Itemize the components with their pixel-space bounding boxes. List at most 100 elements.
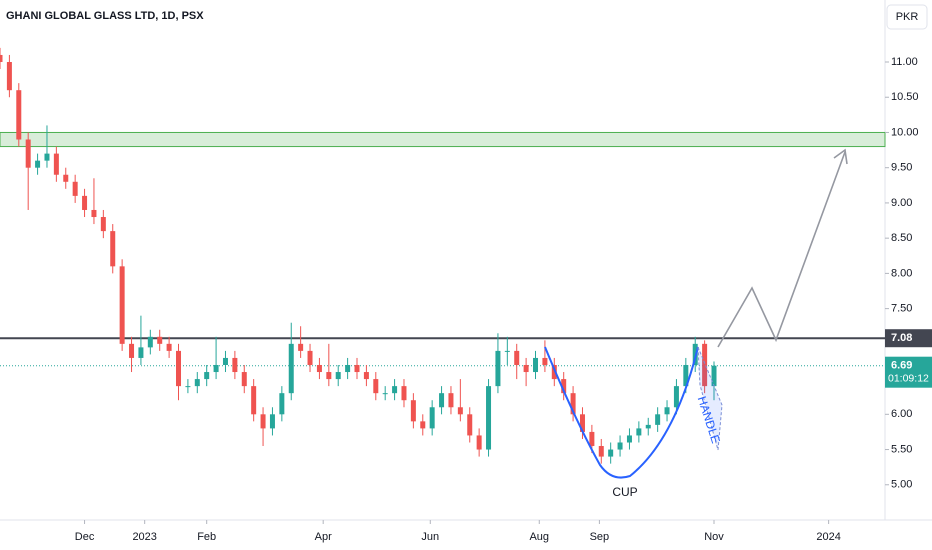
candle-body bbox=[316, 364, 322, 373]
candle-body bbox=[222, 357, 228, 365]
candle-body bbox=[138, 347, 144, 358]
projection-arrowhead bbox=[833, 148, 848, 165]
candle-body bbox=[514, 350, 520, 365]
cup-label: CUP bbox=[612, 485, 637, 499]
candle-body bbox=[486, 386, 492, 450]
handle-channel bbox=[697, 346, 723, 451]
candle-body bbox=[551, 364, 557, 380]
candle-body bbox=[382, 393, 388, 395]
x-tick-label: Aug bbox=[529, 531, 549, 543]
candle-body bbox=[673, 386, 679, 408]
y-tick-label: 7.50 bbox=[891, 303, 912, 315]
candle-body bbox=[269, 414, 275, 429]
candle-body bbox=[429, 407, 435, 429]
candle-body bbox=[655, 414, 661, 425]
candle-body bbox=[570, 393, 576, 415]
chart-title: GHANI GLOBAL GLASS LTD, 1D, PSX bbox=[6, 10, 204, 22]
candle-body bbox=[683, 364, 689, 387]
x-tick-label: Nov bbox=[704, 531, 724, 543]
target-zone bbox=[0, 131, 886, 148]
candle-body bbox=[279, 393, 285, 415]
candle-body bbox=[260, 414, 266, 429]
candle-body bbox=[63, 174, 69, 182]
x-tick-label: Feb bbox=[197, 531, 216, 543]
candle-body bbox=[53, 153, 59, 175]
candle-body bbox=[523, 364, 529, 373]
candle-body bbox=[457, 407, 463, 415]
candle-body bbox=[100, 217, 106, 232]
candle-body bbox=[251, 386, 257, 415]
x-tick-label: 2024 bbox=[816, 531, 840, 543]
candle-body bbox=[711, 365, 717, 387]
candle-body bbox=[72, 181, 78, 196]
y-tick-label: 8.50 bbox=[891, 232, 912, 244]
candle-body bbox=[645, 424, 651, 429]
x-tick-label: Apr bbox=[315, 531, 332, 543]
candle-body bbox=[448, 393, 454, 408]
cup-curve bbox=[544, 346, 699, 479]
candle-body bbox=[702, 343, 708, 387]
candle-body bbox=[467, 414, 473, 436]
candle-body bbox=[0, 54, 3, 63]
y-tick-label: 5.00 bbox=[891, 479, 912, 491]
candle-body bbox=[354, 364, 360, 373]
candle-body bbox=[110, 231, 116, 267]
candle-body bbox=[542, 357, 548, 365]
countdown-label: 01:09:12 bbox=[888, 372, 929, 384]
y-tick-label: 6.00 bbox=[891, 408, 912, 420]
candle-body bbox=[533, 357, 539, 373]
candle-body bbox=[636, 428, 642, 436]
candle-body bbox=[373, 379, 379, 394]
y-tick-label: 9.50 bbox=[891, 162, 912, 174]
candle-body bbox=[307, 350, 313, 365]
candle-body bbox=[241, 372, 247, 387]
candle-body bbox=[495, 350, 501, 387]
y-tick-label: 9.00 bbox=[891, 197, 912, 209]
candle-body bbox=[579, 414, 585, 432]
candle-body bbox=[157, 336, 163, 344]
candle-body bbox=[166, 343, 172, 351]
candle-body bbox=[44, 153, 50, 161]
resistance-label-box bbox=[885, 329, 932, 348]
candle-body bbox=[204, 372, 210, 380]
candle-body bbox=[363, 372, 369, 380]
candle-body bbox=[561, 379, 567, 394]
candle-body bbox=[129, 343, 135, 358]
candle-body bbox=[194, 379, 200, 387]
candle-body bbox=[298, 343, 304, 351]
candle-body bbox=[119, 266, 125, 344]
candle-body bbox=[326, 372, 332, 380]
y-tick-label: 5.50 bbox=[891, 443, 912, 455]
candle-body bbox=[16, 90, 22, 140]
candle-body bbox=[25, 139, 31, 168]
x-tick-label: Sep bbox=[590, 531, 610, 543]
candle-body bbox=[626, 435, 632, 443]
resistance-label: 7.08 bbox=[891, 332, 912, 344]
candle-body bbox=[345, 364, 351, 373]
candle-body bbox=[617, 442, 623, 450]
candle-body bbox=[82, 195, 88, 210]
currency-label[interactable]: PKR bbox=[896, 11, 919, 23]
projection-path bbox=[717, 151, 846, 348]
candle-body bbox=[6, 62, 12, 91]
candle-body bbox=[392, 386, 398, 394]
candle-body bbox=[504, 350, 510, 352]
candle-body bbox=[664, 407, 670, 415]
candle-body bbox=[232, 357, 238, 373]
last-price-box bbox=[885, 356, 932, 388]
currency-button[interactable] bbox=[886, 4, 928, 30]
candle-body bbox=[476, 435, 482, 450]
candle-body bbox=[176, 350, 182, 387]
x-tick-label: Dec bbox=[75, 531, 95, 543]
candle-body bbox=[439, 393, 445, 408]
y-tick-label: 10.00 bbox=[891, 126, 919, 138]
candle-body bbox=[598, 446, 604, 457]
candle-body bbox=[410, 400, 416, 422]
last-price-label: 6.69 bbox=[891, 360, 912, 372]
candle-body bbox=[35, 160, 41, 168]
y-tick-label: 11.00 bbox=[891, 56, 918, 68]
candle-body bbox=[147, 336, 153, 348]
x-tick-label: 2023 bbox=[132, 531, 156, 543]
